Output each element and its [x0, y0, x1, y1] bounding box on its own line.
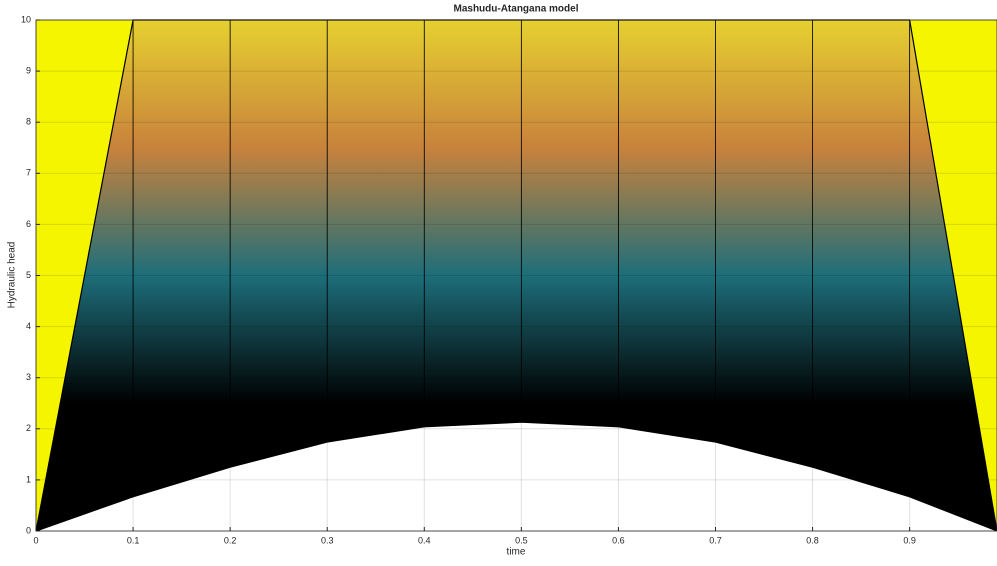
y-tick-label: 8 — [26, 117, 31, 127]
y-tick-label: 2 — [26, 423, 31, 433]
y-axis-label: Hydraulic head — [7, 242, 18, 309]
y-tick-label: 6 — [26, 219, 31, 229]
x-tick-label: 0.2 — [224, 535, 237, 545]
y-tick-label: 1 — [26, 474, 31, 484]
y-tick-label: 4 — [26, 321, 31, 331]
mesh-fill — [36, 20, 997, 531]
y-tick-label: 10 — [21, 14, 31, 24]
y-tick-label: 3 — [26, 372, 31, 382]
x-tick-label: 0.3 — [321, 535, 334, 545]
x-tick-label: 0.9 — [903, 535, 916, 545]
x-tick-label: 0.5 — [515, 535, 528, 545]
x-tick-label: 0.1 — [127, 535, 140, 545]
mesh-edge — [35, 421, 997, 532]
y-tick-label: 5 — [26, 270, 31, 280]
x-tick-label: 0.8 — [806, 535, 819, 545]
y-tick-label: 9 — [26, 65, 31, 75]
x-axis-label: time — [507, 547, 526, 558]
chart-title: Mashudu-Atangana model — [453, 4, 578, 15]
x-tick-label: 0 — [33, 535, 38, 545]
y-tick-label: 7 — [26, 168, 31, 178]
x-tick-label: 0.4 — [418, 535, 431, 545]
axes-box — [35, 19, 997, 532]
y-tick-label: 0 — [26, 525, 31, 535]
x-tick-label: 0.7 — [709, 535, 722, 545]
x-tick-label: 0.6 — [612, 535, 625, 545]
